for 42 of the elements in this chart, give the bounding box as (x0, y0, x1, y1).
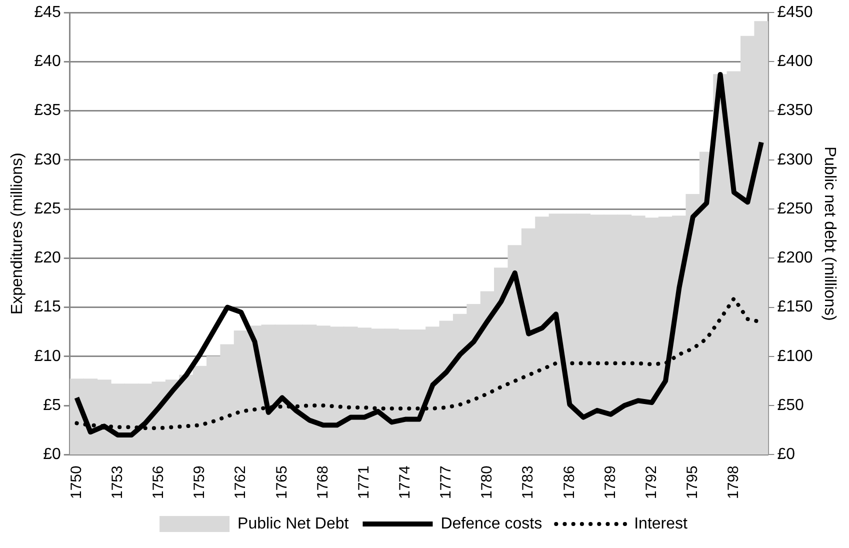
y2-tick-label: £200 (777, 250, 813, 267)
y-tick-label: £15 (34, 298, 61, 316)
y2-tick-label: £0 (777, 446, 796, 464)
y-tick-label: £35 (34, 102, 61, 120)
x-tick-label: 1789 (602, 466, 619, 500)
y-tick-label: £45 (34, 4, 61, 22)
y-tick-label: £20 (34, 250, 61, 267)
x-tick-label: 1795 (684, 466, 702, 500)
x-tick-label: 1780 (478, 466, 496, 500)
y2-axis-title: Public net debt (millions) (820, 146, 838, 321)
y2-tick-label: £50 (777, 396, 804, 414)
y2-tick-label: £300 (777, 151, 813, 168)
y-axis-title: Expenditures (millions) (9, 152, 26, 315)
y-tick-label: £10 (34, 348, 61, 365)
x-tick-label: 1777 (438, 466, 455, 500)
y2-tick-label: £350 (777, 102, 813, 120)
x-tick-label: 1759 (191, 466, 208, 500)
y-tick-label: £5 (43, 396, 61, 414)
x-tick-label: 1765 (273, 466, 290, 500)
y2-tick-label: £450 (777, 4, 813, 22)
x-tick-label: 1750 (68, 466, 85, 500)
y-tick-label: £40 (34, 53, 61, 70)
legend-label: Defence costs (440, 515, 542, 532)
x-tick-label: 1786 (560, 466, 578, 500)
legend-label: Public Net Debt (238, 515, 350, 532)
y2-tick-label: £150 (777, 298, 813, 316)
y-tick-label: £0 (43, 446, 61, 464)
legend-label: Interest (634, 515, 688, 532)
x-tick-label: 1753 (108, 466, 126, 500)
x-tick-label: 1798 (725, 466, 742, 500)
y2-tick-label: £400 (777, 53, 813, 70)
y2-tick-label: £250 (777, 200, 813, 218)
y2-tick-label: £100 (777, 348, 813, 365)
x-tick-label: 1774 (396, 466, 414, 500)
y-tick-label: £25 (34, 200, 61, 218)
x-tick-label: 1756 (150, 466, 168, 500)
x-tick-label: 1768 (314, 466, 332, 500)
x-tick-label: 1771 (355, 466, 372, 500)
x-tick-label: 1762 (232, 466, 250, 500)
x-tick-label: 1792 (642, 466, 660, 500)
y-tick-label: £30 (34, 151, 61, 168)
x-tick-label: 1783 (520, 466, 537, 500)
